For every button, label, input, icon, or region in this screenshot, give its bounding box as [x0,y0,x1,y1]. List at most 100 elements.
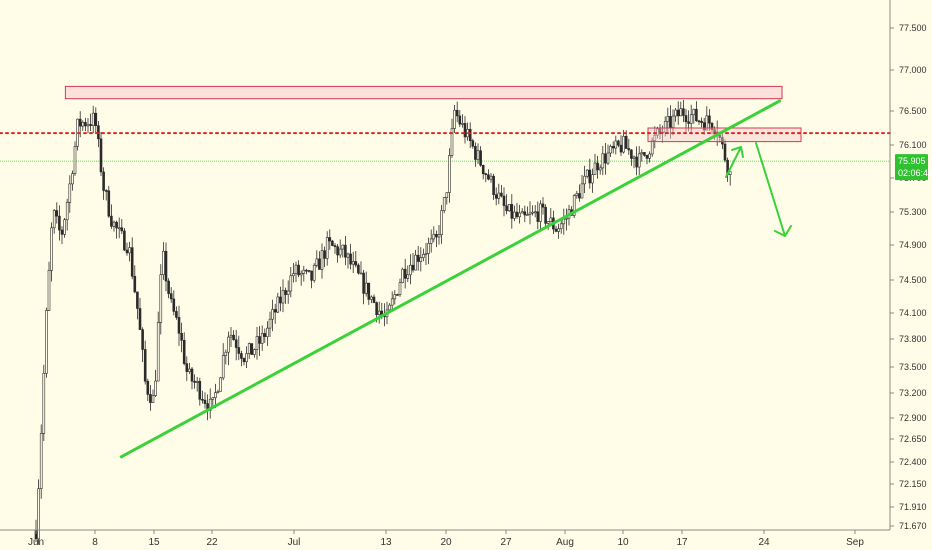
candle-body [107,190,111,217]
candle-body [237,347,241,354]
candle-body [84,121,87,127]
candle-body [437,234,441,238]
candle-body [492,175,495,195]
candle-body [728,171,732,175]
candle-body [164,250,168,282]
candle-body [52,210,56,229]
time-tick-label: 13 [380,537,392,548]
candle-body [562,218,566,225]
candle-body [284,290,287,295]
candle-body [286,290,290,295]
candle-body [520,211,524,214]
candle-body [695,108,698,122]
current-price-label: 75.905 [898,156,926,166]
candle-body [497,192,501,199]
candle-body [182,339,186,364]
candle-body [50,227,53,271]
candle-body [377,310,381,315]
candle-body [224,351,228,356]
candle-body [409,264,412,276]
candle-body [591,174,594,184]
support-zone [647,127,802,143]
candle-body [138,308,142,330]
candle-body [453,109,456,129]
candle-body [273,309,277,313]
candle-body [487,174,490,180]
candle-body [637,153,641,168]
candle-body [463,123,467,138]
candle-body [245,353,248,363]
candle-body [268,318,272,329]
candle-body [47,270,51,311]
candle-body [292,273,295,277]
candle-body [193,380,196,383]
candle-body [208,398,212,411]
candle-body [219,377,222,392]
candle-body [133,275,137,293]
candle-body [721,137,724,145]
candle-body [632,156,636,159]
price-tick-label: 72.900 [899,413,927,423]
candle-body [692,108,696,116]
candle-body [279,296,282,304]
candle-body [390,298,394,306]
annotations-layer [0,85,891,459]
candle-body [448,155,451,193]
candle-body [315,258,319,266]
candle-body [68,183,72,203]
candle-body [120,227,124,232]
candle-body [115,221,118,229]
candle-body [221,355,225,379]
price-axis: 77.50077.00076.50076.10075.70075.30074.9… [889,0,932,531]
candle-body [195,381,199,383]
candle-body [211,397,215,400]
candle-body [102,171,105,191]
candle-body [442,197,446,211]
time-tick-label: 20 [440,537,452,548]
current-price-badge [895,154,928,181]
candles-layer [0,99,890,545]
candle-body [305,269,308,272]
price-tick-label: 76.500 [899,106,927,116]
candle-body [554,228,558,232]
candle-body [539,203,542,222]
candle-body [518,212,521,218]
candle-body [110,215,113,227]
candle-body [416,254,420,262]
candle-body [214,392,217,398]
candle-body [234,339,238,348]
candle-body [689,114,693,124]
candle-body [357,264,360,274]
candle-body [505,205,508,212]
candle-body [645,155,649,159]
candle-body [198,381,202,400]
candle-body [141,329,144,350]
candle-body [65,202,69,221]
candle-body [500,192,503,197]
candle-body [684,115,688,123]
time-tick-label: Jun [28,537,44,548]
candle-body [544,206,547,224]
candle-body [370,296,373,300]
candle-body [565,217,568,220]
candle-body [427,243,430,254]
candle-body [216,391,220,393]
candle-body [123,230,126,251]
candle-body [656,128,659,136]
price-tick-label: 71.670 [899,521,927,531]
candle-body [45,310,48,374]
price-tick-label: 77.000 [899,65,927,75]
candle-body [190,368,194,382]
candle-body [318,258,321,270]
candle-body [411,264,415,271]
candle-body [588,169,592,184]
candle-body [81,121,85,127]
candle-body [143,349,147,382]
candle-body [372,296,376,303]
resistance-zone [64,85,783,100]
candle-body [528,212,532,215]
candle-body [78,118,82,127]
candle-body [510,204,514,219]
candle-body [458,115,462,125]
candle-body [232,334,235,341]
